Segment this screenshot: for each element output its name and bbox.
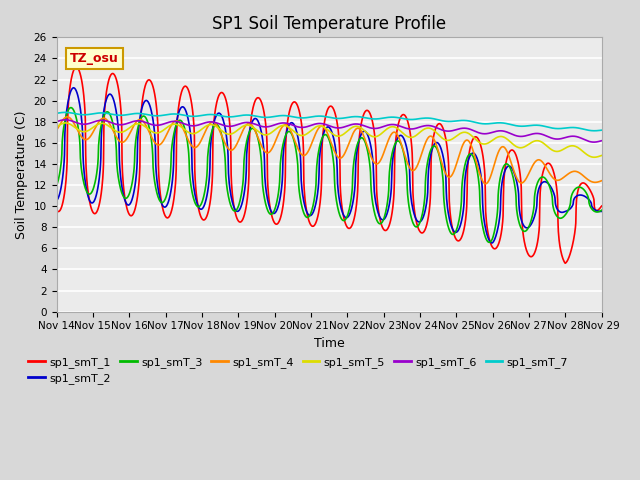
sp1_smT_1 xyxy=(174,108,182,114)
sp1_smT_7 xyxy=(591,128,598,133)
Line: sp1_smT_5: sp1_smT_5 xyxy=(56,123,602,157)
sp1_smT_3 xyxy=(161,197,169,203)
sp1_smT_1 xyxy=(533,241,541,247)
sp1_smT_6 xyxy=(598,138,605,144)
sp1_smT_2 xyxy=(161,204,169,210)
Line: sp1_smT_2: sp1_smT_2 xyxy=(56,88,602,243)
sp1_smT_6 xyxy=(236,121,243,127)
X-axis label: Time: Time xyxy=(314,337,344,350)
sp1_smT_3 xyxy=(534,180,541,186)
sp1_smT_6 xyxy=(414,125,422,131)
Title: SP1 Soil Temperature Profile: SP1 Soil Temperature Profile xyxy=(212,15,446,33)
Line: sp1_smT_6: sp1_smT_6 xyxy=(56,120,602,142)
sp1_smT_4 xyxy=(63,114,71,120)
sp1_smT_2 xyxy=(236,207,243,213)
sp1_smT_5 xyxy=(52,124,60,130)
sp1_smT_1 xyxy=(72,64,80,70)
sp1_smT_7 xyxy=(161,112,169,118)
sp1_smT_3 xyxy=(414,223,422,229)
sp1_smT_5 xyxy=(174,122,182,128)
sp1_smT_1 xyxy=(598,203,605,209)
sp1_smT_5 xyxy=(598,153,605,158)
sp1_smT_4 xyxy=(598,178,605,184)
sp1_smT_1 xyxy=(561,260,569,266)
sp1_smT_5 xyxy=(485,140,493,145)
sp1_smT_5 xyxy=(62,120,70,126)
sp1_smT_2 xyxy=(414,218,422,224)
sp1_smT_4 xyxy=(236,136,243,142)
sp1_smT_3 xyxy=(174,119,182,124)
sp1_smT_2 xyxy=(70,85,77,91)
sp1_smT_7 xyxy=(533,122,541,128)
sp1_smT_3 xyxy=(485,240,493,245)
sp1_smT_2 xyxy=(174,112,182,118)
sp1_smT_5 xyxy=(533,138,541,144)
sp1_smT_4 xyxy=(482,181,490,187)
sp1_smT_4 xyxy=(52,127,60,133)
Line: sp1_smT_3: sp1_smT_3 xyxy=(56,108,602,242)
sp1_smT_4 xyxy=(414,162,422,168)
sp1_smT_4 xyxy=(486,177,493,182)
sp1_smT_7 xyxy=(598,127,605,133)
sp1_smT_4 xyxy=(174,119,182,124)
Legend: sp1_smT_1, sp1_smT_2, sp1_smT_3, sp1_smT_4, sp1_smT_5, sp1_smT_6, sp1_smT_7: sp1_smT_1, sp1_smT_2, sp1_smT_3, sp1_smT… xyxy=(24,352,573,388)
sp1_smT_2 xyxy=(598,208,605,214)
sp1_smT_7 xyxy=(485,121,493,127)
sp1_smT_6 xyxy=(52,119,60,125)
sp1_smT_6 xyxy=(174,119,182,125)
sp1_smT_4 xyxy=(161,135,169,141)
sp1_smT_3 xyxy=(52,183,60,189)
sp1_smT_1 xyxy=(485,235,493,241)
Line: sp1_smT_4: sp1_smT_4 xyxy=(56,117,602,184)
Text: TZ_osu: TZ_osu xyxy=(70,52,119,65)
Line: sp1_smT_7: sp1_smT_7 xyxy=(56,112,602,131)
sp1_smT_1 xyxy=(414,224,422,230)
sp1_smT_2 xyxy=(488,240,496,246)
sp1_smT_1 xyxy=(52,207,60,213)
sp1_smT_6 xyxy=(533,131,541,136)
sp1_smT_5 xyxy=(236,126,243,132)
sp1_smT_7 xyxy=(174,111,182,117)
sp1_smT_2 xyxy=(485,237,493,243)
sp1_smT_7 xyxy=(61,109,69,115)
sp1_smT_3 xyxy=(598,207,605,213)
sp1_smT_7 xyxy=(414,116,422,122)
sp1_smT_6 xyxy=(61,117,69,123)
sp1_smT_3 xyxy=(236,201,243,207)
Line: sp1_smT_1: sp1_smT_1 xyxy=(56,67,602,263)
sp1_smT_2 xyxy=(52,198,60,204)
sp1_smT_6 xyxy=(161,120,169,126)
sp1_smT_2 xyxy=(534,192,541,197)
sp1_smT_1 xyxy=(161,212,169,218)
sp1_smT_3 xyxy=(486,240,493,245)
sp1_smT_1 xyxy=(236,219,243,225)
sp1_smT_6 xyxy=(590,139,598,145)
sp1_smT_7 xyxy=(236,113,243,119)
Y-axis label: Soil Temperature (C): Soil Temperature (C) xyxy=(15,110,28,239)
sp1_smT_5 xyxy=(161,126,169,132)
sp1_smT_5 xyxy=(591,155,598,160)
sp1_smT_4 xyxy=(534,157,541,163)
sp1_smT_6 xyxy=(485,131,493,136)
sp1_smT_3 xyxy=(67,105,75,110)
sp1_smT_7 xyxy=(52,110,60,116)
sp1_smT_5 xyxy=(414,131,422,137)
